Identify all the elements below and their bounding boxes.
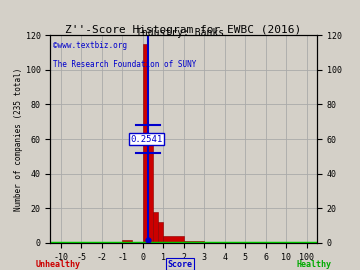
Bar [158,222,163,243]
Text: 0.2541: 0.2541 [131,134,163,144]
Bar [143,44,148,243]
Bar [148,139,153,243]
Text: Unhealthy: Unhealthy [36,260,81,269]
Text: ©www.textbiz.org: ©www.textbiz.org [53,41,127,50]
Text: Industry: Banks: Industry: Banks [136,28,224,38]
Text: Healthy: Healthy [296,260,331,269]
Bar [153,212,158,243]
Bar [122,239,132,243]
Title: Z''-Score Histogram for EWBC (2016): Z''-Score Histogram for EWBC (2016) [66,25,302,35]
Text: Score: Score [167,260,193,269]
Bar [184,241,204,243]
Text: The Research Foundation of SUNY: The Research Foundation of SUNY [53,60,197,69]
Y-axis label: Number of companies (235 total): Number of companies (235 total) [14,67,23,211]
Bar [163,236,184,243]
